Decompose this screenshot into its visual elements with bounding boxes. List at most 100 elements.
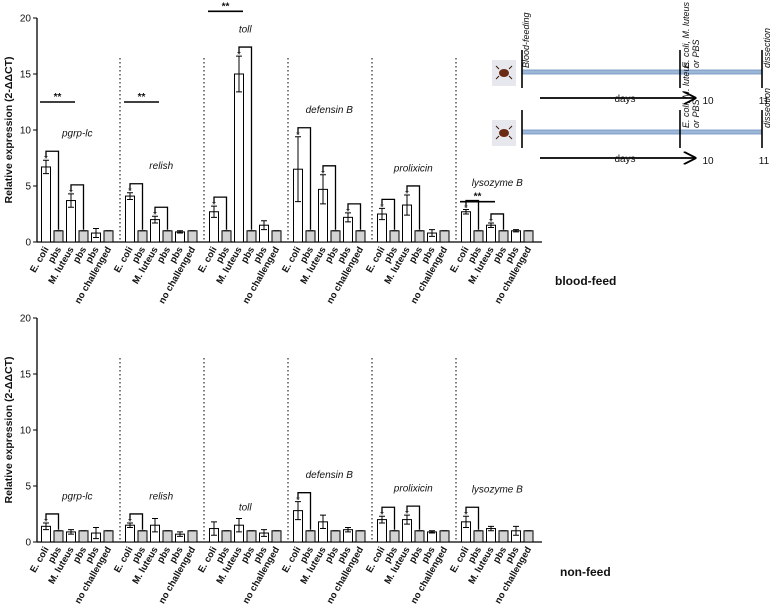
error-bar [236, 517, 242, 533]
bar [234, 73, 244, 243]
bar [523, 230, 534, 243]
bar [137, 230, 148, 243]
tick-icon [499, 69, 509, 77]
significance-star: * [464, 510, 468, 521]
error-bar [488, 525, 494, 532]
timeline-label: dissection [762, 28, 772, 68]
bar [246, 530, 257, 543]
error-bar [43, 522, 49, 531]
significance-label: ** [138, 92, 146, 103]
y-tick-label: 10 [20, 126, 32, 137]
error-bar [320, 174, 326, 205]
bar [53, 230, 64, 243]
bar [414, 530, 425, 543]
y-tick-label: 20 [20, 314, 32, 325]
bar [511, 230, 521, 243]
error-bar [93, 228, 99, 239]
gene-label: relish [149, 491, 173, 502]
error-bar [488, 222, 494, 228]
gene-label: prolixicin [393, 163, 433, 174]
error-bar [93, 526, 99, 540]
error-bar [261, 529, 267, 537]
error-bar [236, 55, 242, 93]
gene-label: toll [239, 24, 253, 35]
y-tick-label: 15 [20, 70, 32, 81]
bar [41, 166, 51, 243]
day-label: 11 [759, 96, 770, 107]
gene-label: lysozyme B [472, 485, 523, 496]
arrow-label: days [614, 154, 635, 165]
error-bar [295, 501, 301, 521]
timeline-label: Blood-feeding [521, 12, 531, 68]
timeline: Blood-feeding E. coli, M. luteus or PBS dis… [492, 1, 772, 107]
gene-label: defensin B [306, 105, 354, 116]
y-axis-label: Relative expression (2-ΔΔCT) [3, 357, 15, 504]
y-tick-label: 5 [25, 482, 31, 493]
bracket [347, 203, 362, 230]
bracket [213, 196, 228, 230]
bracket [129, 183, 144, 230]
gene-label: pgrp-lc [61, 491, 93, 502]
significance-star: * [489, 217, 493, 228]
error-bar [320, 514, 326, 530]
bar [389, 230, 400, 243]
bar [498, 530, 509, 543]
bar [271, 230, 282, 243]
significance-star: * [237, 50, 241, 61]
error-bar [513, 229, 519, 233]
error-bar [463, 515, 469, 528]
bracket [381, 506, 396, 530]
significance-star: * [44, 517, 48, 528]
timeline-label: dissection [762, 88, 772, 128]
day-label: 11 [759, 156, 770, 167]
bracket [238, 46, 253, 230]
bar [221, 530, 232, 543]
significance-star: * [212, 200, 216, 211]
significance-label: ** [54, 92, 62, 103]
error-bar [211, 521, 217, 536]
significance-star: * [405, 189, 409, 200]
gene-label: lysozyme B [472, 178, 523, 189]
bracket [406, 185, 421, 230]
bar [271, 530, 282, 543]
gene-label: toll [239, 502, 253, 513]
significance-star: * [405, 509, 409, 520]
bracket [465, 506, 480, 530]
bracket [465, 199, 480, 230]
bar [78, 530, 89, 543]
error-bar [404, 194, 410, 216]
bar [355, 530, 366, 543]
bracket [70, 184, 85, 230]
bracket [322, 165, 337, 230]
timeline: E. coli, M. luteus or PBS dissection days 10… [492, 61, 772, 167]
error-bar [295, 136, 301, 203]
bar [103, 230, 114, 243]
bar [414, 230, 425, 243]
day-label: 10 [702, 96, 714, 107]
y-tick-label: 10 [20, 426, 32, 437]
timeline-label: or PBS [691, 39, 701, 68]
error-bar [127, 522, 133, 528]
significance-star: * [153, 210, 157, 221]
bar [330, 530, 341, 543]
significance-star: * [44, 154, 48, 165]
bar [389, 530, 400, 543]
bracket [297, 492, 312, 530]
bar [246, 230, 257, 243]
error-bar [68, 193, 74, 208]
timeline-label: or PBS [691, 99, 701, 128]
error-bar [379, 207, 385, 221]
error-bar [177, 230, 183, 234]
error-bar [429, 530, 435, 534]
bar [305, 230, 316, 243]
timeline-label: E. coli, M. luteus [681, 1, 691, 68]
bar [461, 211, 471, 243]
bar [473, 230, 484, 243]
gene-label: defensin B [306, 470, 354, 481]
y-tick-label: 20 [20, 14, 32, 25]
bar [187, 230, 198, 243]
bar [523, 530, 534, 543]
error-bar [68, 529, 74, 535]
bar [125, 195, 135, 243]
